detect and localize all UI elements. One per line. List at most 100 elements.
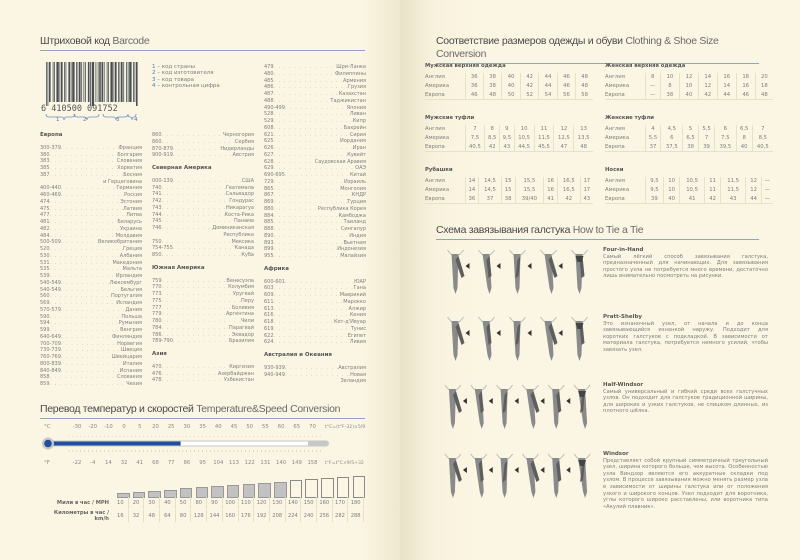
size-row: Европа —38 40 42 44 46 48 [605, 90, 773, 100]
region-label: Европа [605, 142, 646, 152]
dot-leader [50, 260, 113, 267]
barcode-legend: 1 – код страны 2 – код изготовителя 3 – ко… [152, 64, 220, 89]
dot-leader [285, 279, 354, 286]
size-value: 48 [755, 90, 773, 100]
country-name-cont: Зеландия [340, 378, 366, 385]
size-value: 15,5 [515, 177, 545, 186]
barcode-bar [123, 62, 125, 102]
country-row: 860 Черногория [152, 132, 254, 139]
dot-leader [61, 354, 112, 361]
dot-leader [50, 266, 123, 273]
country-name: Сингапур [340, 226, 366, 232]
kmh-value: 64 [160, 510, 176, 522]
fahrenheit-tick-label: 41 [136, 460, 143, 466]
region-label: Европа [605, 194, 646, 204]
tie-step [571, 249, 588, 294]
country-row: 540-549 Бельгия [40, 287, 142, 294]
country-row: 487 Казахстан [264, 91, 366, 98]
mph-value: 160 [317, 497, 333, 509]
barcode-bar [54, 62, 55, 102]
country-name: Мексика [231, 238, 255, 245]
tie-narrow-end [530, 460, 540, 482]
country-row: 539 Ирландия [40, 273, 142, 280]
country-code: 900-919 [152, 152, 173, 159]
country-name: Кувейт [347, 151, 366, 158]
dot-leader [61, 361, 123, 368]
size-value: 7 [761, 126, 765, 133]
tie-step [496, 453, 519, 498]
dot-leader [50, 320, 119, 327]
dot-leader [50, 273, 116, 280]
region-label: Англия [425, 177, 466, 186]
country-code: 625 [264, 138, 274, 145]
barcode-digits: 6 410500 091752 [41, 104, 118, 114]
country-code: 880 [264, 205, 274, 212]
size-value: 14 [465, 185, 480, 195]
country-name: Узбекистан [223, 377, 254, 384]
size-value: 44 [745, 194, 762, 204]
country-code: 475 [40, 205, 50, 212]
country-code: 744 [152, 211, 162, 218]
tie-narrow-end [502, 460, 508, 482]
barcode-bar [103, 62, 105, 102]
barcode-bar [81, 62, 83, 102]
region-heading: Африка [264, 265, 289, 272]
size-value: — [761, 194, 773, 204]
barcode-bar [52, 62, 54, 102]
country-code: 885 [264, 219, 274, 226]
dot-leader [274, 246, 338, 253]
dot-leader [162, 185, 226, 192]
kmh-value: 208 [270, 510, 286, 522]
celsius-tick-label: 55 [262, 424, 269, 430]
country-name: Япония [346, 104, 366, 111]
dot-leader [50, 172, 124, 179]
tie-heading: Схема завязывания галстука How to Tie a … [436, 224, 759, 240]
country-code: 600-601 [264, 278, 285, 285]
country-row: 750 Мексика [152, 239, 254, 246]
size-value: 13,5 [577, 135, 590, 142]
tie-knot [575, 323, 584, 329]
dot-leader [274, 186, 341, 193]
size-value: 9 [499, 125, 515, 134]
dot-leader [162, 291, 233, 298]
size-value: 39 [645, 194, 665, 204]
size-value: 40,5 [752, 142, 773, 152]
country-code: 955 [264, 253, 274, 259]
size-value: 12 [679, 73, 699, 82]
country-code: 754-755 [152, 245, 173, 252]
dot-leader [274, 125, 344, 132]
group-label: 4 [134, 117, 138, 123]
size-row: Америка 7,5 8,5 9,5 10,5 11,5 12,5 13,5 [425, 133, 593, 143]
size-value: 44 [717, 90, 737, 100]
speed-bars [0, 470, 400, 500]
tie-narrow-end [556, 391, 562, 413]
dot-leader [173, 152, 233, 159]
barcode-bar [83, 62, 85, 102]
country-name: Бахрейн [343, 124, 366, 131]
fahrenheit-unit: °F [44, 460, 50, 466]
country-row: 840-849 Испания [40, 368, 142, 375]
size-value: 58 [575, 90, 593, 100]
dot-leader [61, 192, 124, 199]
size-value: 10,5 [514, 133, 535, 143]
size-grid: Англия 4 4,5 5 5,5 6 6,5 7 Америка 5,5 6 6,5 7 7,5 8 8,… [605, 125, 773, 152]
region-label: Европа [605, 90, 646, 100]
size-value: 10 [663, 177, 680, 186]
fahrenheit-tick-label: 14 [105, 460, 112, 466]
dot-leader [162, 371, 218, 378]
arrow-icon [462, 398, 467, 404]
country-name: Албания [119, 252, 142, 259]
country-name: Дания [125, 306, 143, 313]
country-row: 865 Монголия [264, 186, 366, 193]
size-value: 12 [745, 185, 762, 195]
size-value: 7 [465, 125, 486, 134]
barcode-bar [115, 62, 117, 102]
dot-leader [274, 240, 344, 247]
barcode-bar [87, 62, 90, 102]
size-value: 47 [553, 142, 575, 152]
country-code: 743 [152, 204, 162, 211]
size-value: — [645, 90, 661, 100]
country-row: 884 Камбоджа [264, 213, 366, 220]
fahrenheit-tick-label: -22 [73, 460, 82, 466]
region-label: Америка [425, 133, 466, 143]
